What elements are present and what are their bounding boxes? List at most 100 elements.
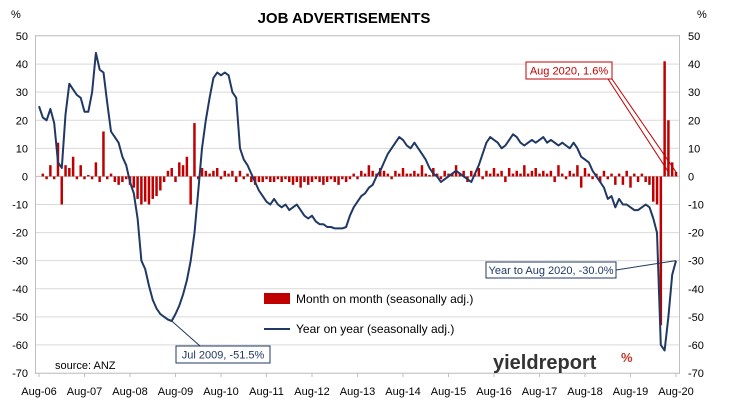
bar xyxy=(424,173,427,177)
y-tick-label-right: 10 xyxy=(688,143,700,155)
legend: Month on month (seasonally adj.) Year on… xyxy=(264,292,473,336)
bar xyxy=(557,165,560,177)
callout-box xyxy=(525,61,613,80)
y-tick-label-left: -70 xyxy=(12,368,28,380)
bar xyxy=(598,176,602,183)
bar xyxy=(397,173,401,177)
y-tick-label-left: -40 xyxy=(12,284,28,296)
bar xyxy=(246,173,249,177)
bar xyxy=(451,173,454,177)
bar xyxy=(367,165,371,177)
bar xyxy=(269,176,272,183)
bar xyxy=(606,176,609,180)
bar xyxy=(401,167,405,177)
brand-logo-text: yieldreport xyxy=(493,352,597,374)
callout-text: Jul 2009, -51.5% xyxy=(182,350,265,362)
bar xyxy=(386,173,390,177)
annotations: Aug 2020, 1.6% Year to Aug 2020, -30.0% Ju… xyxy=(171,61,677,364)
bar xyxy=(523,165,526,177)
bar xyxy=(348,176,352,180)
bar xyxy=(390,176,393,180)
bar xyxy=(250,176,253,183)
bar xyxy=(470,170,473,177)
y-tick-label-left: -60 xyxy=(12,340,28,352)
bar xyxy=(49,165,52,177)
bar xyxy=(140,176,143,205)
y-tick-label-right: -50 xyxy=(688,312,704,324)
y-tick-label-left: 50 xyxy=(16,31,28,43)
bar xyxy=(83,176,86,180)
bar xyxy=(261,176,264,183)
bar xyxy=(208,173,211,177)
brand-percent-icon: % xyxy=(621,350,633,365)
bar xyxy=(670,162,674,177)
x-tick-label: Aug-20 xyxy=(658,386,693,398)
bar xyxy=(170,167,173,177)
y-tick-label-right: 50 xyxy=(688,31,700,43)
bar xyxy=(52,176,56,180)
bar xyxy=(227,173,230,177)
y-tick-label-right: -30 xyxy=(688,256,704,268)
bar xyxy=(223,170,227,177)
callout-box xyxy=(175,345,271,364)
bar xyxy=(500,170,503,177)
bar xyxy=(117,176,120,185)
bar xyxy=(325,176,329,183)
bar xyxy=(71,156,75,177)
left-y-axis: 50 40 30 20 10 0 -10 -20 -30 -40 -50 -60 -70 xyxy=(12,31,28,380)
bar xyxy=(617,173,621,177)
y-tick-label-left: 20 xyxy=(16,115,28,127)
bar xyxy=(542,170,545,177)
legend-label-line: Year on year (seasonally adj.) xyxy=(296,322,454,336)
bar xyxy=(106,176,109,180)
x-tick-label: Aug-12 xyxy=(294,386,329,398)
bar xyxy=(242,176,245,180)
bar xyxy=(121,176,124,183)
callout-leader xyxy=(171,320,201,347)
bar xyxy=(87,175,90,177)
bar xyxy=(530,170,534,177)
bar xyxy=(360,170,363,177)
bar xyxy=(447,173,450,177)
bar xyxy=(363,173,367,177)
bar xyxy=(625,170,628,177)
bar xyxy=(572,173,575,177)
x-tick-label: Aug-14 xyxy=(385,386,420,398)
bar xyxy=(303,176,306,183)
x-tick-label: Aug-09 xyxy=(158,386,193,398)
right-axis-unit: % xyxy=(697,9,707,21)
bar xyxy=(659,176,663,326)
bar xyxy=(219,176,223,180)
x-tick-label: Aug-07 xyxy=(67,386,102,398)
bar xyxy=(306,176,310,185)
bar xyxy=(568,170,572,177)
bar xyxy=(310,176,314,183)
callout-leader xyxy=(611,78,677,173)
y-tick-label-left: -50 xyxy=(12,312,28,324)
bar xyxy=(382,170,386,177)
bar-series-month-on-month xyxy=(41,61,678,326)
bar xyxy=(197,176,200,180)
bar xyxy=(291,176,295,185)
bar xyxy=(526,173,530,177)
left-axis-unit: % xyxy=(11,9,21,21)
bar xyxy=(545,173,549,177)
bar xyxy=(322,176,325,185)
bar xyxy=(485,170,488,177)
y-tick-label-right: 20 xyxy=(688,115,700,127)
bar xyxy=(413,170,416,177)
y-tick-label-left: 10 xyxy=(16,143,28,155)
bar xyxy=(352,173,355,177)
bar xyxy=(583,167,587,177)
x-tick-label: Aug-18 xyxy=(567,386,602,398)
bar xyxy=(458,173,462,177)
y-tick-label-right: -10 xyxy=(688,200,704,212)
bar xyxy=(564,176,568,180)
x-axis: Aug-06 Aug-07 Aug-08 Aug-09 Aug-10 Aug-11 Aug-… xyxy=(21,373,694,398)
bar xyxy=(553,176,556,183)
x-tick-label: Aug-15 xyxy=(431,386,466,398)
y-tick-label-left: -30 xyxy=(12,256,28,268)
bar xyxy=(185,156,189,177)
bar xyxy=(212,170,215,177)
